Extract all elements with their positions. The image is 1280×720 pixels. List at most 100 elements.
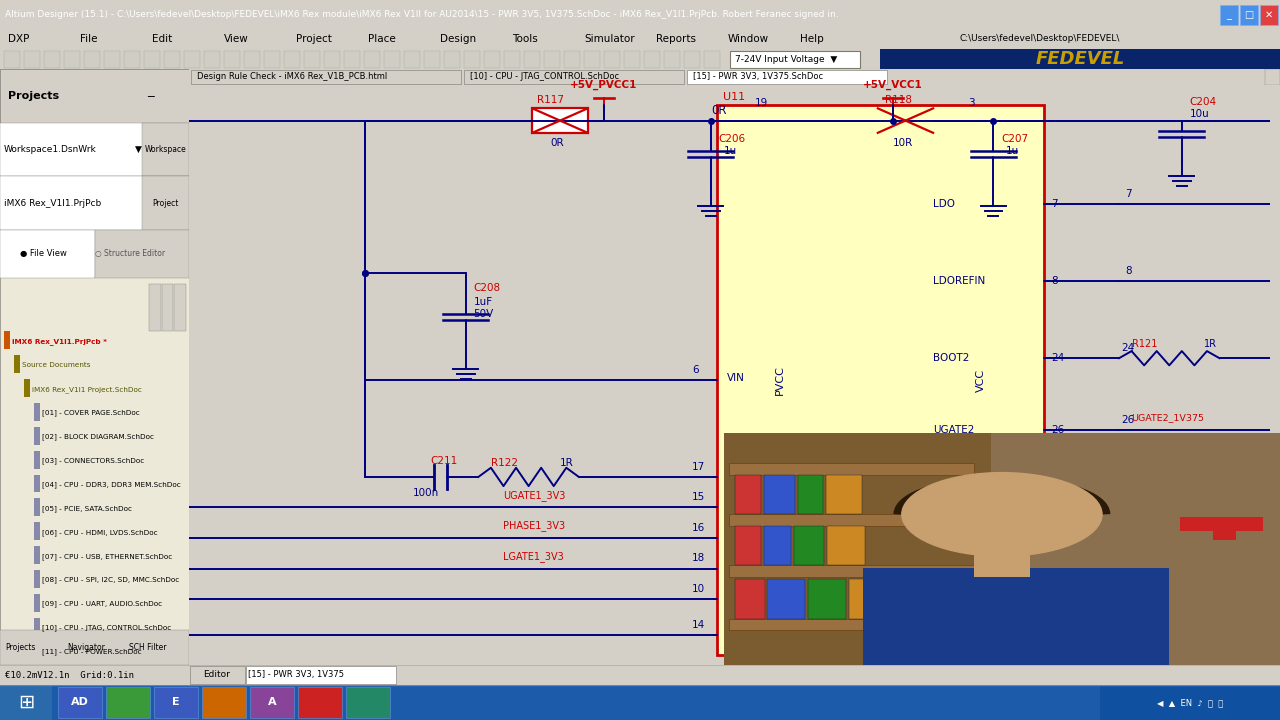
- Text: [15] - PWR 3V3, 1V375.SchDoc: [15] - PWR 3V3, 1V375.SchDoc: [694, 72, 823, 81]
- Text: R121: R121: [1132, 339, 1157, 349]
- Text: FEDEVEL: FEDEVEL: [1036, 50, 1125, 68]
- Text: AD: AD: [72, 697, 88, 707]
- Bar: [33, 522, 40, 540]
- Text: Workspace1.DsnWrk: Workspace1.DsnWrk: [4, 145, 97, 154]
- Text: Project: Project: [296, 34, 332, 44]
- Circle shape: [902, 472, 1102, 556]
- Text: _: _: [1226, 10, 1231, 20]
- Bar: [106, 687, 150, 719]
- Text: ○ Structure Editor: ○ Structure Editor: [95, 249, 165, 258]
- Text: 7-24V Input Voltage  ▼: 7-24V Input Voltage ▼: [735, 55, 837, 63]
- Text: OUT1: OUT1: [727, 592, 755, 602]
- Bar: [244, 50, 260, 68]
- Text: VIN: VIN: [727, 373, 745, 383]
- Bar: [735, 580, 768, 619]
- Bar: [1260, 5, 1277, 25]
- Bar: [0, 176, 189, 230]
- Bar: [0, 123, 189, 176]
- Text: Simulator: Simulator: [584, 34, 635, 44]
- Bar: [0, 230, 95, 278]
- Text: [08] - CPU - SPI, I2C, SD, MMC.SchDoc: [08] - CPU - SPI, I2C, SD, MMC.SchDoc: [42, 577, 179, 583]
- Bar: [524, 50, 540, 68]
- Bar: [346, 687, 390, 719]
- Bar: [344, 50, 360, 68]
- Text: Navigator: Navigator: [67, 643, 105, 652]
- Bar: [284, 50, 300, 68]
- Text: [02] - BLOCK DIAGRAM.SchDoc: [02] - BLOCK DIAGRAM.SchDoc: [42, 433, 154, 441]
- Text: PHASE2_1V375: PHASE2_1V375: [1132, 485, 1204, 493]
- Text: ▼: ▼: [134, 145, 142, 154]
- Bar: [841, 475, 868, 514]
- Bar: [124, 50, 140, 68]
- Text: E: E: [173, 697, 179, 707]
- Bar: [1220, 5, 1238, 25]
- Bar: [465, 70, 685, 84]
- Text: 26: 26: [1051, 425, 1065, 435]
- Text: ◀  ▲  EN  ♪  ⌚  📅: ◀ ▲ EN ♪ ⌚ 📅: [1157, 698, 1224, 707]
- Text: Place: Place: [369, 34, 396, 44]
- Text: +5V_PVCC1: +5V_PVCC1: [571, 80, 637, 90]
- Text: A: A: [268, 697, 276, 707]
- Text: VCC: VCC: [975, 369, 986, 392]
- Bar: [806, 475, 838, 514]
- Bar: [881, 49, 1280, 69]
- Text: Source Documents: Source Documents: [22, 362, 91, 369]
- Text: Workspace: Workspace: [145, 145, 187, 154]
- Bar: [246, 666, 396, 685]
- Text: C204: C204: [1189, 97, 1216, 107]
- Bar: [735, 526, 759, 565]
- Bar: [465, 50, 480, 68]
- Text: Editor: Editor: [204, 670, 230, 680]
- Text: [09] - CPU - UART, AUDIO.SchDoc: [09] - CPU - UART, AUDIO.SchDoc: [42, 600, 163, 607]
- Text: 0R: 0R: [550, 138, 563, 148]
- Bar: [847, 580, 882, 619]
- Bar: [184, 50, 200, 68]
- Bar: [604, 50, 620, 68]
- Text: 10: 10: [692, 584, 705, 594]
- Bar: [544, 50, 561, 68]
- Bar: [717, 105, 1043, 655]
- Bar: [644, 50, 660, 68]
- Bar: [532, 109, 588, 132]
- Bar: [24, 379, 29, 397]
- Text: [04] - CPU - DDR3, DDR3 MEM.SchDoc: [04] - CPU - DDR3, DDR3 MEM.SchDoc: [42, 481, 180, 488]
- Text: LDOREFIN: LDOREFIN: [933, 276, 986, 287]
- Bar: [444, 50, 460, 68]
- Text: 17: 17: [692, 462, 705, 472]
- Text: R118: R118: [886, 95, 913, 105]
- Bar: [148, 284, 160, 331]
- Bar: [24, 50, 40, 68]
- Bar: [250, 687, 294, 719]
- Text: LGATE1_3V3: LGATE1_3V3: [503, 551, 564, 562]
- Text: C:\Users\fedevel\Desktop\FEDEVEL\: C:\Users\fedevel\Desktop\FEDEVEL\: [960, 35, 1120, 43]
- Text: PVCC: PVCC: [774, 365, 785, 395]
- Bar: [33, 427, 40, 445]
- Bar: [1213, 528, 1235, 540]
- Bar: [704, 50, 719, 68]
- Text: UGATE1_3V3: UGATE1_3V3: [503, 490, 566, 500]
- Bar: [33, 474, 40, 492]
- Text: C206: C206: [718, 134, 745, 144]
- Text: LGATE1: LGATE1: [727, 562, 767, 572]
- Bar: [730, 50, 860, 68]
- Text: Help: Help: [800, 34, 824, 44]
- Text: iMX6 Rex_V1I1 Project.SchDoc: iMX6 Rex_V1I1 Project.SchDoc: [32, 386, 142, 392]
- Bar: [84, 50, 100, 68]
- Text: Reports: Reports: [657, 34, 696, 44]
- Bar: [33, 451, 40, 469]
- Bar: [801, 526, 838, 565]
- Text: ─: ─: [147, 91, 155, 101]
- Text: SCH Filter: SCH Filter: [128, 643, 166, 652]
- Text: Window: Window: [728, 34, 769, 44]
- Bar: [4, 331, 10, 349]
- Text: [06] - CPU - HDMI, LVDS.SchDoc: [06] - CPU - HDMI, LVDS.SchDoc: [42, 529, 157, 536]
- Text: [05] - PCIE, SATA.SchDoc: [05] - PCIE, SATA.SchDoc: [42, 505, 132, 512]
- Text: View: View: [224, 34, 248, 44]
- Bar: [424, 50, 440, 68]
- Text: [15] - PWR 3V3, 1V375: [15] - PWR 3V3, 1V375: [248, 670, 344, 680]
- Bar: [192, 70, 462, 84]
- Bar: [104, 50, 120, 68]
- Bar: [95, 230, 189, 278]
- Text: R122: R122: [492, 458, 518, 468]
- Bar: [730, 619, 974, 631]
